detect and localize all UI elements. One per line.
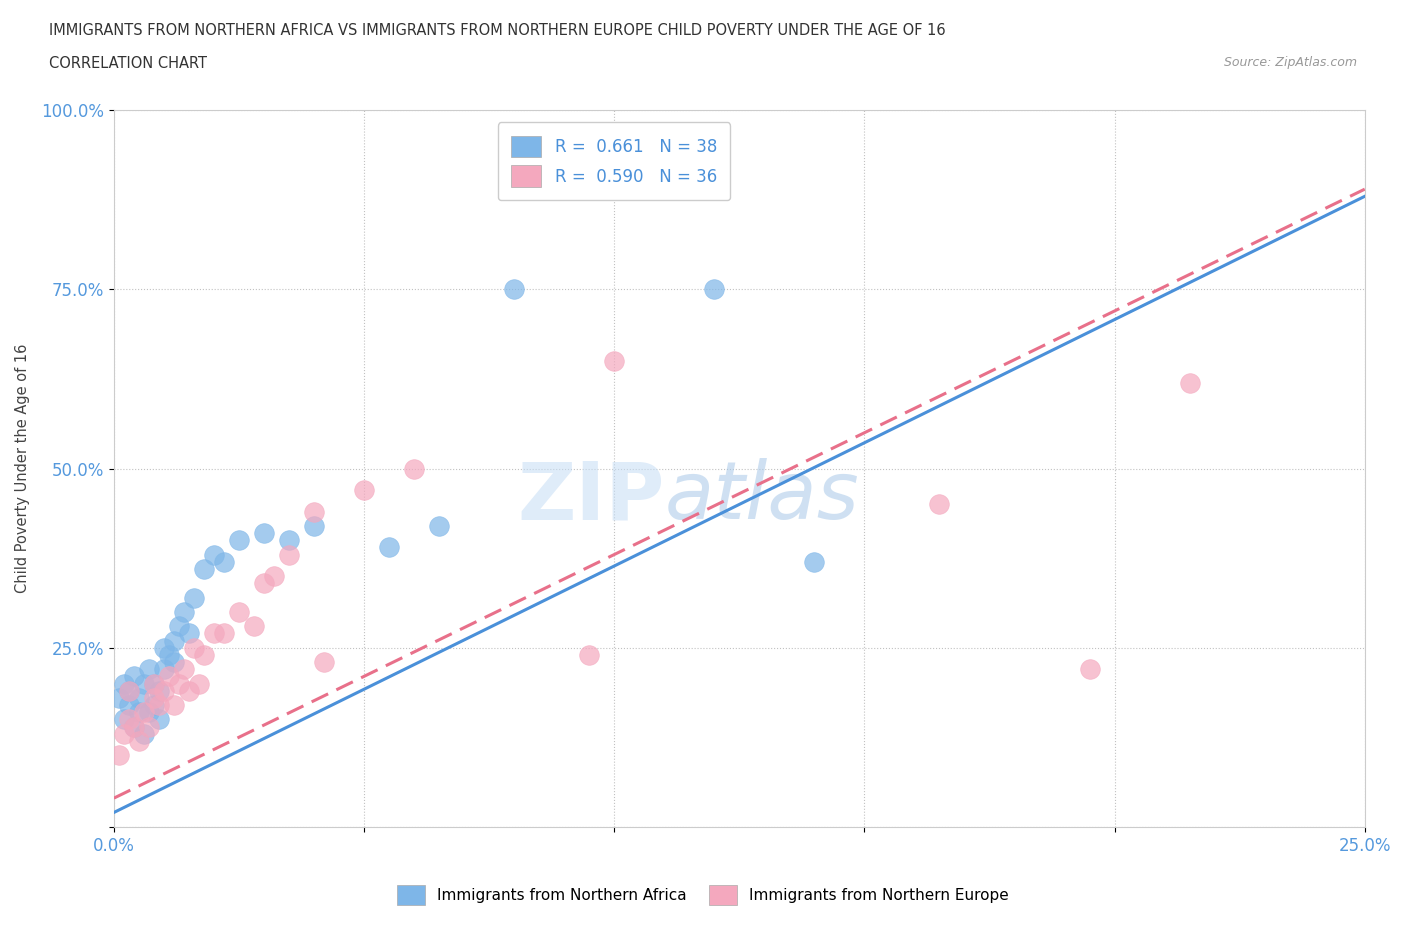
Point [173,662,195,677]
Point [253,576,276,591]
Y-axis label: Child Poverty Under the Age of 16: Child Poverty Under the Age of 16 [15,344,30,593]
Point [163,633,186,648]
Point [187,676,209,691]
Text: CORRELATION CHART: CORRELATION CHART [49,56,207,71]
Text: IMMIGRANTS FROM NORTHERN AFRICA VS IMMIGRANTS FROM NORTHERN EUROPE CHILD POVERTY: IMMIGRANTS FROM NORTHERN AFRICA VS IMMIG… [49,23,946,38]
Point [153,662,176,677]
Point [503,282,526,297]
Point [132,676,155,691]
Point [928,497,950,512]
Point [138,719,160,734]
Point [603,353,626,368]
Point [202,626,225,641]
Point [278,547,301,562]
Point [142,676,165,691]
Point [122,719,145,734]
Point [157,669,180,684]
Point [177,626,200,641]
Point [148,712,170,727]
Point [278,533,301,548]
Legend: R =  0.661   N = 38, R =  0.590   N = 36: R = 0.661 N = 38, R = 0.590 N = 36 [498,122,730,200]
Point [118,684,141,698]
Point [228,604,250,619]
Point [183,591,205,605]
Point [163,698,186,712]
Point [167,618,190,633]
Point [1078,662,1101,677]
Point [302,504,325,519]
Point [253,525,276,540]
Point [118,684,141,698]
Point [128,690,150,705]
Point [138,662,160,677]
Point [173,604,195,619]
Point [177,684,200,698]
Point [108,690,131,705]
Point [142,698,165,712]
Point [312,655,335,670]
Point [212,626,235,641]
Point [153,684,176,698]
Point [112,726,135,741]
Point [243,618,266,633]
Point [132,726,155,741]
Point [578,647,600,662]
Point [163,655,186,670]
Point [138,705,160,720]
Point [128,734,150,749]
Point [263,568,285,583]
Text: ZIP: ZIP [517,458,664,537]
Point [122,669,145,684]
Point [193,562,215,577]
Point [142,690,165,705]
Point [212,554,235,569]
Legend: Immigrants from Northern Africa, Immigrants from Northern Europe: Immigrants from Northern Africa, Immigra… [391,880,1015,911]
Point [118,712,141,727]
Text: atlas: atlas [664,458,859,537]
Point [112,712,135,727]
Point [193,647,215,662]
Point [112,676,135,691]
Point [703,282,725,297]
Point [402,461,425,476]
Point [803,554,825,569]
Point [157,647,180,662]
Text: Source: ZipAtlas.com: Source: ZipAtlas.com [1223,56,1357,69]
Point [353,483,375,498]
Point [148,684,170,698]
Point [1178,375,1201,390]
Point [302,518,325,533]
Point [148,698,170,712]
Point [427,518,450,533]
Point [128,705,150,720]
Point [167,676,190,691]
Point [228,533,250,548]
Point [142,676,165,691]
Point [378,540,401,555]
Point [122,719,145,734]
Point [132,705,155,720]
Point [153,640,176,655]
Point [183,640,205,655]
Point [202,547,225,562]
Point [108,748,131,763]
Point [118,698,141,712]
